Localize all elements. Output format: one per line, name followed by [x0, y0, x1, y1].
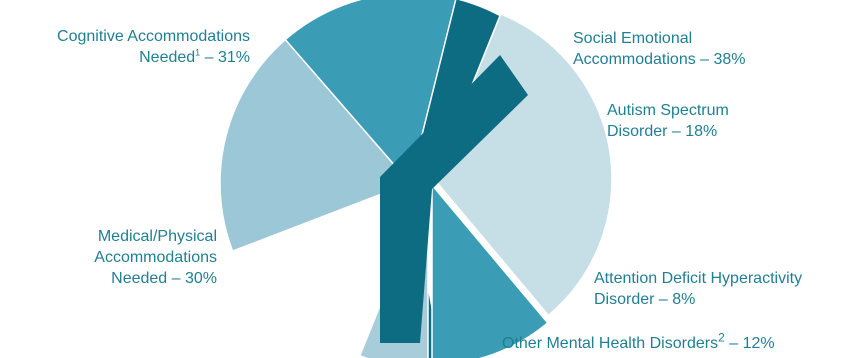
label-other-footnote: 2: [718, 330, 725, 345]
label-other-text: Other Mental Health Disorders: [502, 335, 719, 352]
label-medical-line1: Medical/Physical: [97, 228, 217, 245]
label-cognitive-value: – 31%: [200, 49, 250, 66]
label-autism-line1: Autism Spectrum: [607, 102, 729, 119]
label-adhd-line1: Attention Deficit Hyperactivity: [594, 270, 803, 287]
slice-adhd: [431, 182, 549, 358]
label-medical-line2: Accommodations: [94, 249, 217, 266]
label-autism-line2: Disorder – 18%: [607, 123, 718, 140]
label-other-value: – 12%: [724, 335, 775, 352]
label-social: Social Emotional Accommodations – 38%: [573, 28, 746, 70]
label-autism: Autism Spectrum Disorder – 18%: [607, 100, 729, 142]
label-cognitive-line2a: Needed: [139, 49, 196, 66]
label-social-line1: Social Emotional: [573, 30, 693, 47]
label-cognitive-footnote: 1: [195, 47, 201, 58]
label-other: Other Mental Health Disorders2 – 12%: [502, 330, 775, 354]
label-adhd: Attention Deficit Hyperactivity Disorder…: [594, 268, 802, 310]
label-medical-line3: Needed – 30%: [111, 270, 217, 287]
slice-social-emotional-band: [380, 55, 528, 343]
label-adhd-line2: Disorder – 8%: [594, 291, 696, 308]
label-cognitive-line1: Cognitive Accommodations: [57, 28, 250, 45]
label-medical: Medical/Physical Accommodations Needed –…: [60, 226, 217, 289]
label-social-line2: Accommodations – 38%: [573, 51, 746, 68]
label-cognitive: Cognitive Accommodations Needed1 – 31%: [10, 26, 250, 68]
